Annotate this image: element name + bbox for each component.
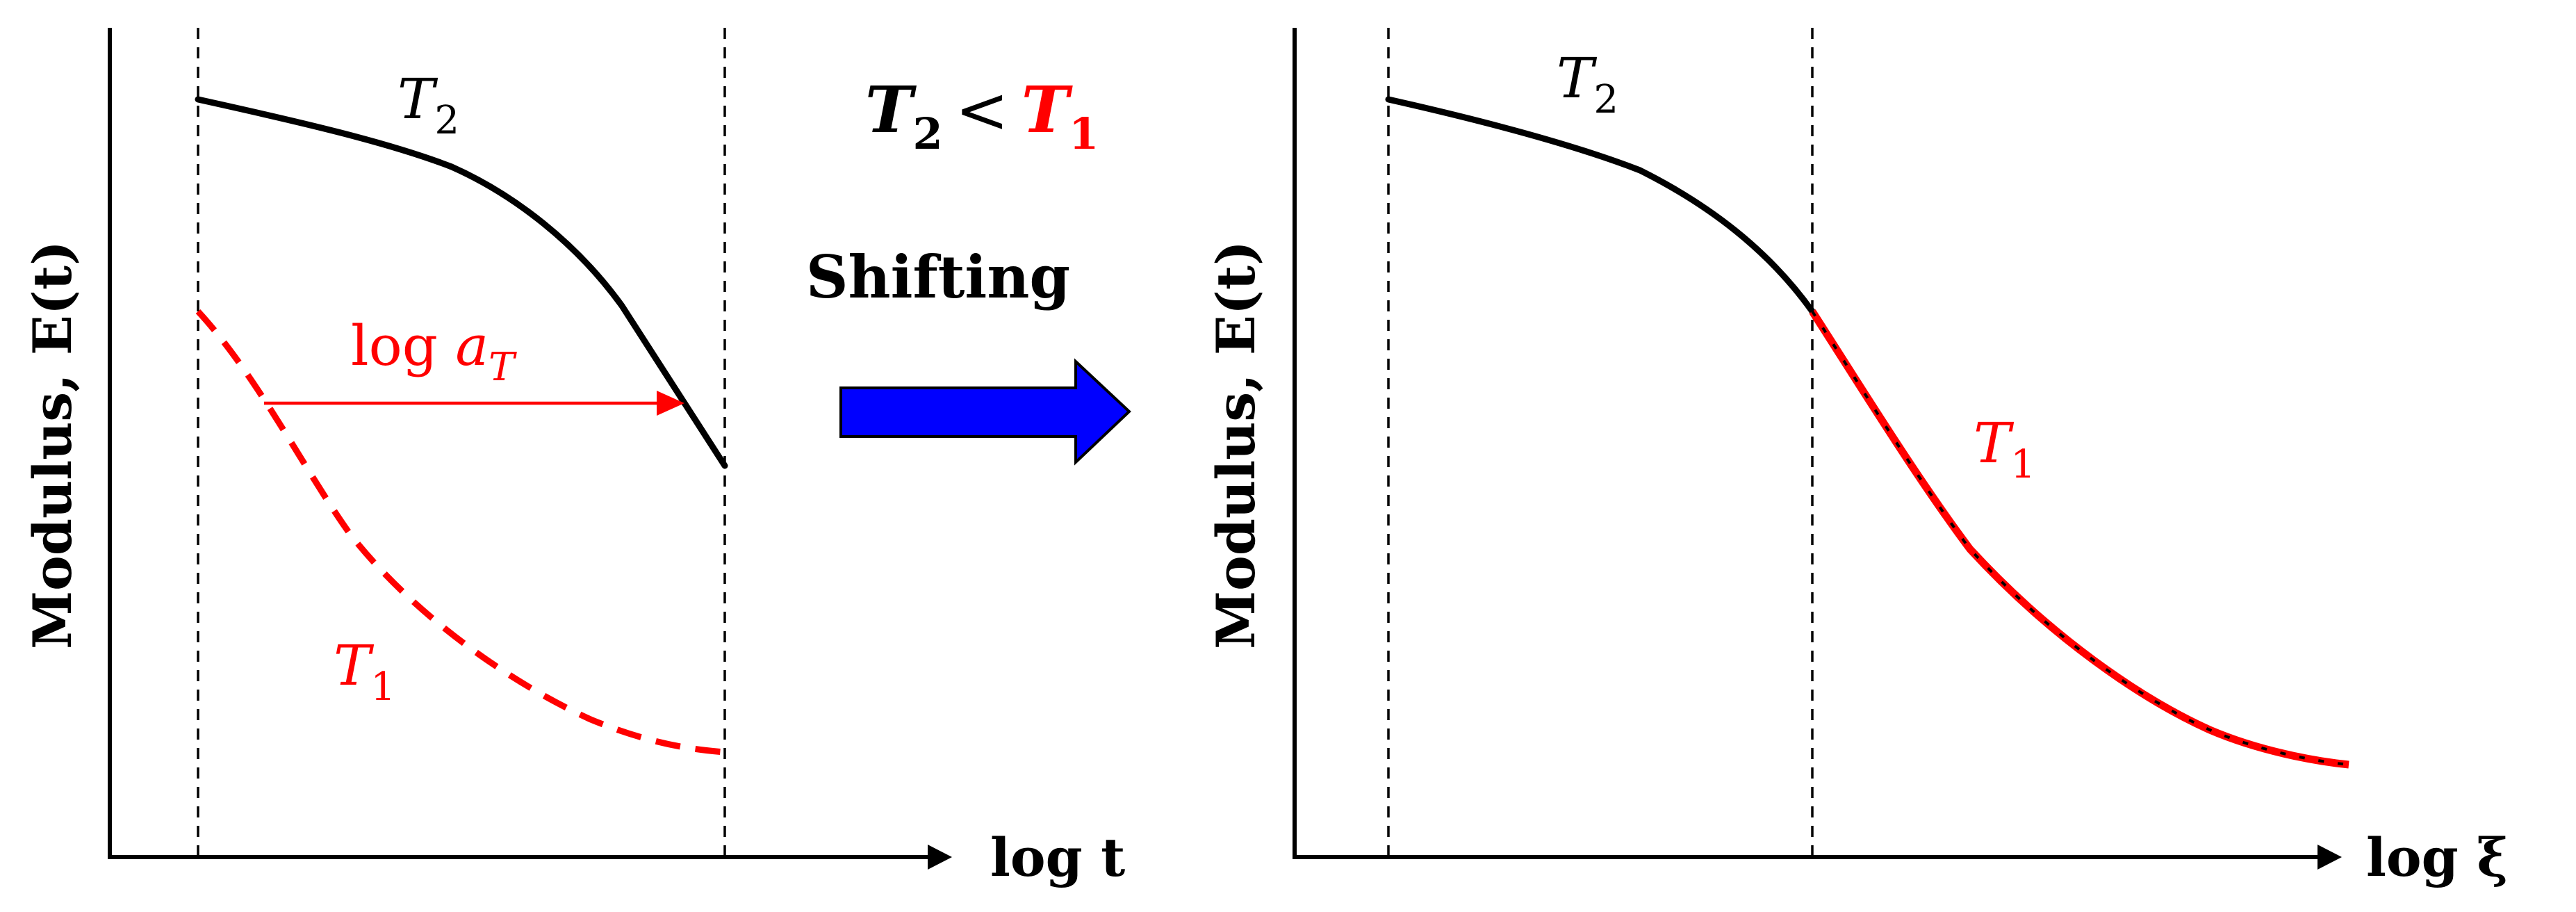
right-t1-overlay xyxy=(1811,310,2349,766)
left-ylabel: Modulus, E(t) xyxy=(22,241,83,649)
left-t2-curve xyxy=(195,96,728,469)
left-t1-label: T1 xyxy=(334,633,395,710)
right-x-axis-arrowhead xyxy=(2317,845,2342,870)
right-plot: Modulus, E(t) log ξ T2 T1 xyxy=(1205,28,2508,888)
left-x-axis-arrowhead xyxy=(928,845,952,870)
right-t2-curve xyxy=(1385,96,1816,315)
left-plot: Modulus, E(t) log t T2 T1 log aT xyxy=(22,28,1125,888)
temperature-inequality: T2 < T1 xyxy=(865,72,1099,159)
right-ylabel: Modulus, E(t) xyxy=(1205,241,1267,649)
shift-factor-label: log aT xyxy=(351,314,517,390)
right-t2-label: T2 xyxy=(1557,46,1618,122)
shifting-label: Shifting xyxy=(806,243,1070,311)
left-t2-label: T2 xyxy=(397,67,459,143)
right-t1-label: T1 xyxy=(1974,411,2035,487)
right-t1-curve xyxy=(1809,309,2349,769)
right-xlabel: log ξ xyxy=(2366,826,2508,888)
left-t1-curve xyxy=(195,309,725,756)
left-xlabel: log t xyxy=(990,826,1125,888)
shift-arrow-head xyxy=(657,391,684,416)
block-arrow-right-icon xyxy=(839,358,1131,466)
middle-section: T2 < T1 Shifting xyxy=(806,72,1131,466)
